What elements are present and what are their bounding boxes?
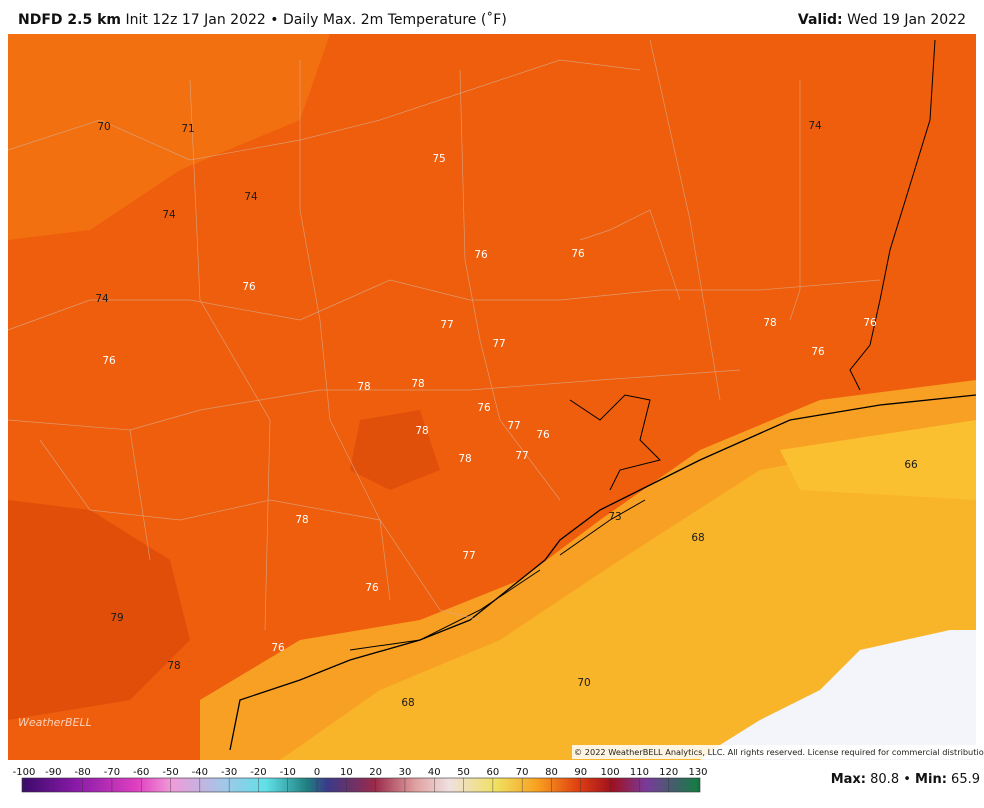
max-value: 80.8 bbox=[870, 772, 899, 787]
colorbar-tick-label: 30 bbox=[399, 767, 412, 778]
temperature-label: 76 bbox=[536, 429, 550, 441]
cooler-region bbox=[8, 34, 330, 240]
colorbar-tick-label: -70 bbox=[104, 767, 120, 778]
colorbar-tick-label: 50 bbox=[457, 767, 470, 778]
header-right: Valid: Wed 19 Jan 2022 bbox=[798, 12, 966, 28]
temperature-label: 77 bbox=[507, 420, 520, 432]
init: Init 12z 17 Jan 2022 bbox=[125, 12, 266, 28]
warm-region bbox=[350, 410, 440, 490]
colorbar-tick-label: -90 bbox=[45, 767, 61, 778]
colorbar-tick-label: 10 bbox=[340, 767, 353, 778]
product: Daily Max. 2m Temperature (˚F) bbox=[282, 12, 507, 28]
temperature-label: 68 bbox=[691, 532, 704, 544]
temperature-label: 76 bbox=[102, 355, 116, 367]
temperature-label: 68 bbox=[401, 697, 414, 709]
temperature-label: 66 bbox=[904, 459, 918, 471]
no-data bbox=[700, 630, 976, 760]
copyright-bg bbox=[572, 745, 976, 759]
colorbar-tick-label: -10 bbox=[280, 767, 296, 778]
temperature-label: 77 bbox=[462, 550, 475, 562]
temperature-label: 76 bbox=[811, 346, 825, 358]
temperature-label: 78 bbox=[411, 378, 424, 390]
header-left: NDFD 2.5 km Init 12z 17 Jan 2022 • Daily… bbox=[18, 12, 507, 28]
colorbar-tick-label: 40 bbox=[428, 767, 441, 778]
temperature-label: 76 bbox=[365, 582, 379, 594]
coastline bbox=[349, 39, 936, 651]
colorbar-tick-label: 80 bbox=[545, 767, 558, 778]
colorbar-tick-label: -100 bbox=[13, 767, 36, 778]
temperature-label: 78 bbox=[415, 425, 428, 437]
copyright: © 2022 WeatherBELL Analytics, LLC. All r… bbox=[574, 747, 984, 757]
temperature-label: 74 bbox=[244, 191, 258, 203]
gulf-cool bbox=[780, 420, 976, 500]
separator: • bbox=[903, 772, 911, 787]
temperature-label: 77 bbox=[440, 319, 453, 331]
temperature-label: 78 bbox=[295, 514, 308, 526]
colorbar-tick-label: -50 bbox=[162, 767, 178, 778]
colorbar-tick-label: 100 bbox=[601, 767, 620, 778]
temperature-label: 75 bbox=[432, 153, 445, 165]
temperature-label: 78 bbox=[458, 453, 471, 465]
temperature-label: 76 bbox=[571, 248, 585, 260]
temperature-label: 74 bbox=[808, 120, 822, 132]
colorbar-tick-label: 110 bbox=[630, 767, 649, 778]
colorbar-tick-label: 130 bbox=[688, 767, 707, 778]
colorbar-tick-label: 120 bbox=[659, 767, 678, 778]
colorbar-tick-label: -60 bbox=[133, 767, 149, 778]
colorbar bbox=[21, 777, 701, 793]
temperature-label: 78 bbox=[763, 317, 776, 329]
temperature-label: 76 bbox=[474, 249, 488, 261]
logo: WeatherBELL bbox=[18, 716, 92, 729]
temperature-label: 77 bbox=[492, 338, 505, 350]
temperature-label: 78 bbox=[357, 381, 370, 393]
separator: • bbox=[270, 12, 279, 28]
colorbar-tick-label: 90 bbox=[574, 767, 587, 778]
temperature-label: 74 bbox=[162, 209, 176, 221]
max-label: Max: bbox=[831, 772, 866, 787]
model: NDFD 2.5 km bbox=[18, 12, 121, 28]
temperature-label: 74 bbox=[95, 293, 109, 305]
temperature-label: 76 bbox=[271, 642, 285, 654]
temperature-label: 70 bbox=[97, 121, 110, 133]
colorbar-tick-label: -30 bbox=[221, 767, 237, 778]
colorbar-tick-label: 20 bbox=[369, 767, 382, 778]
colorbar-tick-label: -40 bbox=[192, 767, 208, 778]
temperature-label: 73 bbox=[608, 511, 621, 523]
temperature-label: 77 bbox=[515, 450, 528, 462]
temperature-label: 70 bbox=[577, 677, 590, 689]
temperature-label: 79 bbox=[110, 612, 123, 624]
colorbar-tick-label: 0 bbox=[314, 767, 320, 778]
stats: Max: 80.8 • Min: 65.9 bbox=[831, 772, 980, 787]
colorbar-tick-label: -80 bbox=[74, 767, 90, 778]
min-label: Min: bbox=[915, 772, 947, 787]
colorbar-tick-label: 70 bbox=[516, 767, 529, 778]
temperature-label: 78 bbox=[167, 660, 180, 672]
temperature-label: 76 bbox=[863, 317, 877, 329]
temperature-label: 71 bbox=[181, 123, 194, 135]
colorbar-tick-label: 60 bbox=[487, 767, 500, 778]
gulf bbox=[280, 430, 976, 760]
temperature-label: 76 bbox=[477, 402, 491, 414]
valid-date: Wed 19 Jan 2022 bbox=[847, 12, 966, 28]
coastline bbox=[229, 394, 977, 751]
county-lines bbox=[7, 39, 881, 631]
warm-region bbox=[8, 500, 190, 720]
colorbar-tick-label: -20 bbox=[250, 767, 266, 778]
temperature-label: 76 bbox=[242, 281, 256, 293]
min-value: 65.9 bbox=[951, 772, 980, 787]
valid-label: Valid: bbox=[797, 12, 843, 28]
